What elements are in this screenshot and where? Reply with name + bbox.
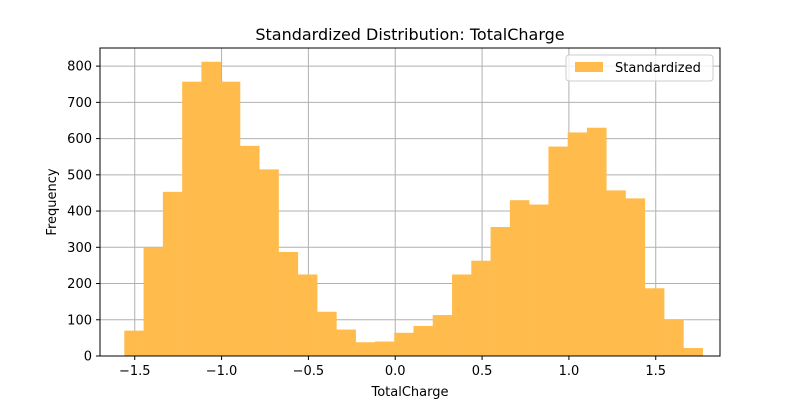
histogram-bar	[413, 325, 434, 356]
histogram-bar	[567, 132, 588, 356]
histogram-bar	[374, 341, 395, 356]
y-tick-label: 800	[67, 60, 92, 75]
histogram-bar	[471, 260, 491, 356]
histogram-bar	[182, 81, 202, 356]
axes-frame	[99, 47, 721, 357]
y-tick-label: 0	[84, 350, 92, 365]
y-tick-label: 100	[67, 313, 92, 328]
histogram-bar	[509, 200, 530, 356]
x-axis-ticks: −1.5 −1.0 −0.5 0.0 0.5 1.0 1.5	[119, 356, 666, 379]
x-tick-label: 0.5	[472, 364, 493, 379]
y-axis-ticks: 0 100 200 300 400 500 600 700 800	[67, 60, 100, 365]
histogram-bar	[220, 81, 241, 356]
histogram-bar	[664, 319, 684, 356]
legend-swatch	[575, 62, 603, 72]
x-tick-label: −1.5	[119, 364, 151, 379]
x-tick-label: −0.5	[293, 364, 325, 379]
histogram-bar	[625, 198, 646, 356]
y-axis-label: Frequency	[45, 168, 60, 235]
x-tick-label: 1.5	[645, 364, 666, 379]
histogram-bar	[297, 274, 318, 356]
histogram-bars	[124, 61, 703, 357]
y-tick-label: 300	[67, 241, 92, 256]
x-tick-label: −1.0	[206, 364, 238, 379]
legend-frame	[565, 54, 714, 82]
histogram-bar	[355, 342, 376, 356]
histogram-bar	[432, 315, 453, 356]
histogram-bar	[162, 191, 183, 356]
x-tick-label: 1.0	[559, 364, 580, 379]
x-tick-label: 0.0	[385, 364, 406, 379]
histogram-bar	[278, 252, 299, 356]
histogram-bar	[548, 146, 568, 356]
y-tick-label: 400	[67, 205, 92, 220]
histogram-bar	[336, 329, 356, 356]
histogram-bar	[644, 288, 665, 356]
y-tick-label: 200	[67, 277, 92, 292]
x-axis-label: TotalCharge	[370, 385, 448, 400]
histogram-bar	[586, 127, 607, 356]
y-tick-label: 600	[67, 132, 92, 147]
legend-label: Standardized	[615, 61, 701, 76]
histogram-bar	[394, 332, 414, 356]
y-tick-label: 500	[67, 168, 92, 183]
histogram-bar	[143, 247, 164, 356]
histogram-bar	[529, 204, 549, 356]
histogram-bar	[452, 274, 472, 356]
chart-title: Standardized Distribution: TotalCharge	[255, 25, 564, 44]
legend: Standardized	[565, 54, 714, 82]
y-tick-label: 700	[67, 96, 92, 111]
histogram-bar	[683, 348, 703, 356]
histogram-bar	[239, 145, 260, 356]
histogram-bar	[201, 61, 221, 357]
histogram-bar	[124, 330, 144, 356]
histogram-bar	[606, 190, 626, 356]
histogram-bar	[317, 311, 337, 356]
histogram-bar	[490, 227, 511, 356]
histogram-bar	[259, 169, 279, 356]
